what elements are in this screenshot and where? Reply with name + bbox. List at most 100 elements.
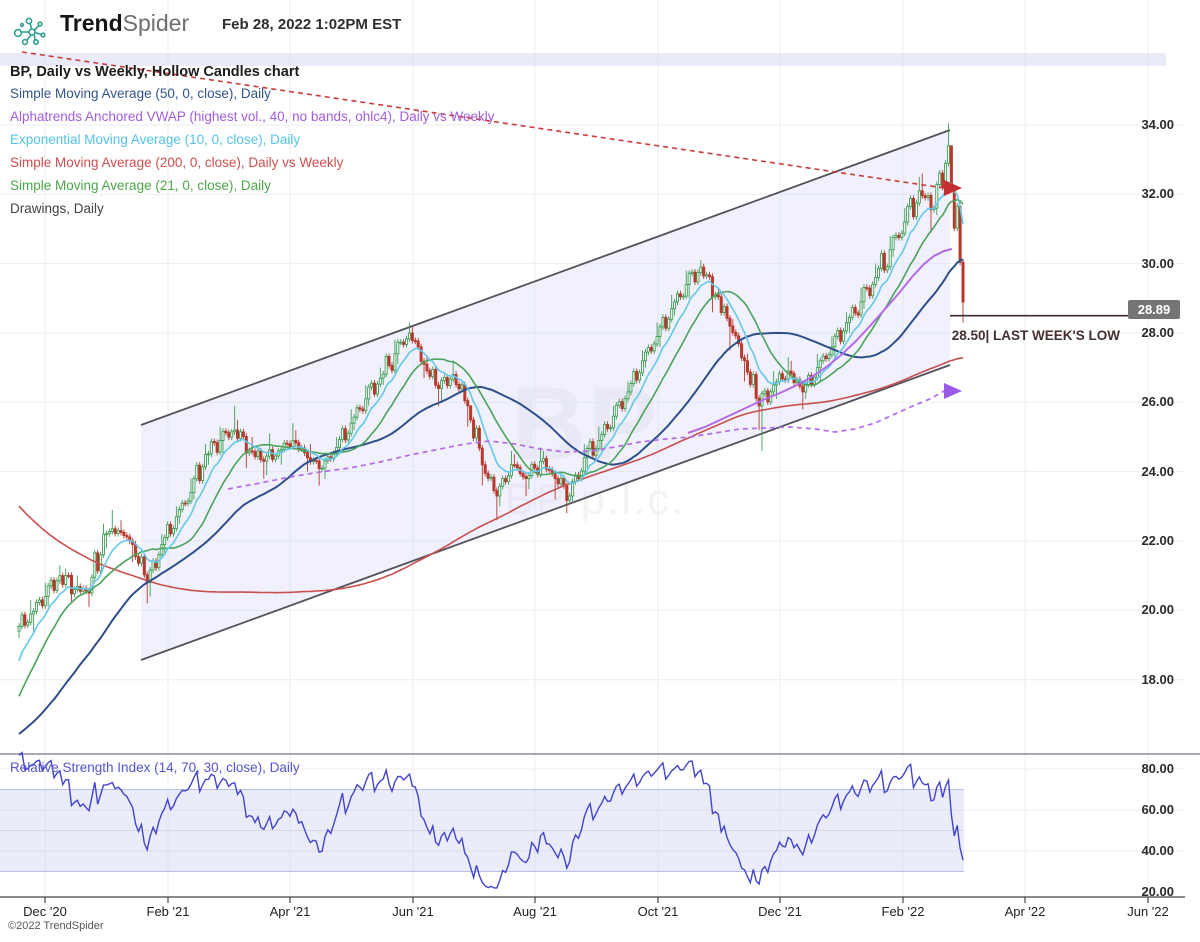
candle-down [649,347,653,352]
rsi-axis-label: 40.00 [1141,843,1174,858]
candle-up [201,466,205,482]
candle-up [195,464,199,480]
legend-item-4[interactable]: Simple Moving Average (21, 0, close), Da… [10,178,271,193]
candle-down [486,472,490,479]
rsi-axis-label: 60.00 [1141,802,1174,817]
candle-up [55,580,59,591]
candle-up [830,346,834,356]
candle-down [565,485,569,501]
candle-down [198,464,202,482]
candle-up [582,457,586,472]
candle-down [882,252,886,271]
candle-up [498,485,502,497]
legend-item-3[interactable]: Simple Moving Average (200, 0, close), D… [10,155,344,170]
rsi-indicator-label[interactable]: Relative Strength Index (14, 70, 30, clo… [10,760,300,775]
trend-channel-fill [141,130,950,660]
sma200-line [18,357,964,594]
candle-down [824,355,828,360]
candle-up [903,221,907,234]
red-arrow-marker[interactable] [944,180,962,196]
candle-up [594,447,598,456]
candle-up [850,307,854,318]
candle-down [731,325,735,333]
trend-channel-bottom-line[interactable] [140,364,951,661]
candle-down [454,374,458,385]
candle-down [512,464,516,467]
x-axis-label: Feb '21 [146,904,190,919]
candle-up [442,377,446,382]
price-axis-label: 24.00 [1141,464,1174,479]
candle-up [638,372,642,381]
candle-up [871,283,875,297]
price-axis-label: 30.00 [1141,256,1174,271]
candle-up [221,430,225,441]
price-axis-label: 18.00 [1141,672,1174,687]
candle-up [888,249,892,268]
candle-up [661,316,665,328]
candle-down [748,371,752,385]
legend-item-2[interactable]: Exponential Moving Average (10, 0, close… [10,132,301,147]
candle-down [495,490,499,497]
candle-down [728,317,732,327]
candle-up [751,374,755,385]
candle-up [43,596,47,607]
candle-up [384,355,388,375]
candle-up [148,569,152,584]
legend-item-5[interactable]: Drawings, Daily [10,201,104,216]
candle-up [279,448,283,452]
candle-up [209,441,213,455]
x-axis-label: Apr '21 [269,904,311,919]
candle-down [533,463,537,469]
trendspider-logo-icon [13,17,46,46]
price-axis-label: 22.00 [1141,533,1174,548]
candle-up [527,474,531,480]
candle-down [853,307,857,314]
candle-down [466,400,470,407]
candle-down [725,306,729,319]
candle-up [935,184,939,209]
legend-item-0[interactable]: Simple Moving Average (50, 0, close), Da… [10,86,271,101]
trend-channel-top-line[interactable] [140,129,951,426]
candle-up [265,455,269,462]
candle-up [571,481,575,497]
candle-up [163,537,167,545]
highlight-zone [0,53,1166,66]
candle-up [611,415,615,429]
candle-up [891,236,895,251]
resistance-trendline[interactable] [21,51,945,189]
candle-down [119,530,123,533]
sma50-line [18,258,964,735]
candle-down [911,198,915,218]
candle-up [17,625,21,632]
candle-down [524,476,528,480]
candle-down [224,430,228,434]
candle-up [349,422,353,434]
candle-up [946,145,950,164]
price-axis-label: 34.00 [1141,117,1174,132]
candle-down [664,316,668,329]
candle-up [72,589,76,595]
purple-arrow-marker[interactable] [944,383,962,399]
candle-down [413,340,417,342]
candle-up [836,330,840,337]
last-week-low-price: 28.50 [951,328,986,343]
candle-up [917,190,921,204]
candle-up [623,398,627,410]
legend-item-1[interactable]: Alphatrends Anchored VWAP (highest vol.,… [10,109,495,124]
candle-up [177,509,181,518]
candle-up [874,277,878,285]
candle-down [839,330,843,342]
candle-up [338,438,342,448]
candle-up [827,354,831,360]
candle-up [844,322,848,332]
candle-up [107,531,111,535]
candle-up [489,476,493,479]
candle-down [428,370,432,377]
candle-up [218,440,222,453]
ema10-line [18,181,964,662]
candle-up [763,390,767,395]
candle-down [402,341,406,345]
candle-down [259,450,263,461]
